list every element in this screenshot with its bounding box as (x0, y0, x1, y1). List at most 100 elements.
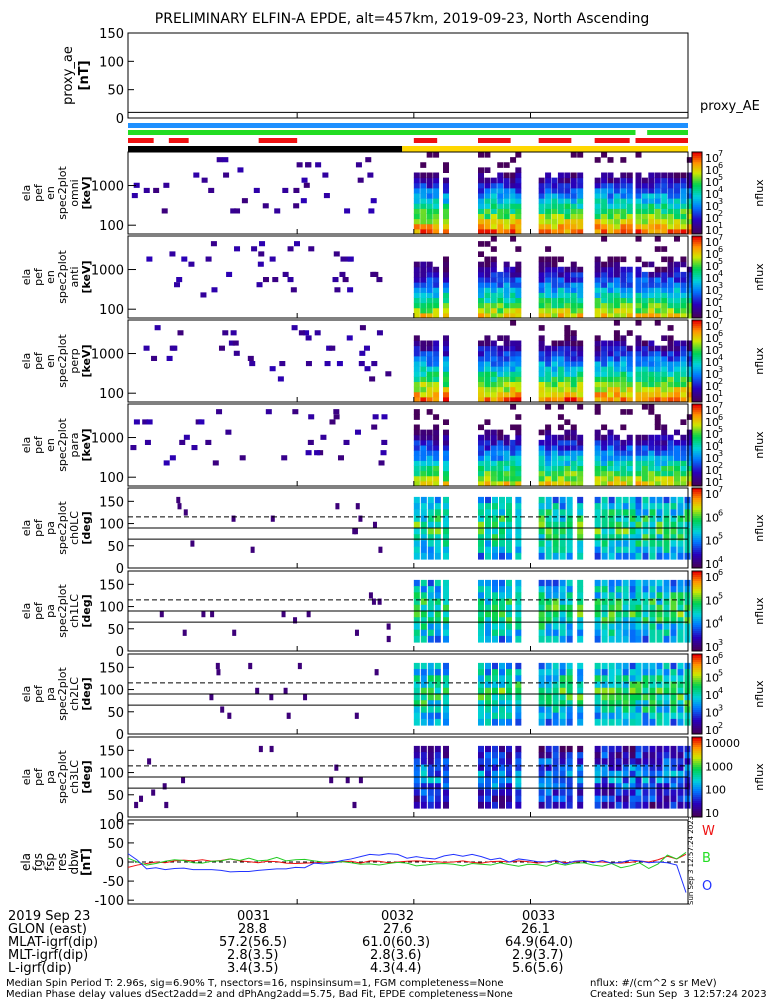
colorbar-cell (692, 455, 702, 458)
heat-cell (492, 795, 498, 803)
heat-cell (648, 213, 655, 220)
heat-cell (641, 439, 648, 446)
heat-cell (499, 752, 505, 759)
heat-cell (622, 795, 629, 803)
heat-cell (577, 223, 584, 230)
heat-cell (615, 681, 622, 689)
heat-cell (497, 465, 504, 472)
heat-cell (559, 783, 566, 790)
colorbar-cell (692, 753, 702, 756)
heat-cell (420, 681, 427, 689)
heat-cell (499, 669, 505, 676)
heat-cell (499, 546, 505, 554)
heat-cell (426, 350, 433, 357)
heat-cell (413, 208, 420, 214)
heat-cell (490, 271, 497, 278)
heat-cell (566, 604, 573, 612)
heat-cell (420, 528, 427, 535)
colorbar-cell (692, 550, 702, 553)
heat-cell (499, 604, 505, 612)
heat-cell (490, 246, 497, 252)
colorbar-cell (692, 215, 702, 219)
heat-cell (559, 598, 566, 606)
heat-cell (413, 361, 420, 367)
heat-cell (484, 256, 491, 263)
heat-cell (613, 445, 620, 451)
heat-cell (594, 465, 601, 472)
heat-cell (641, 470, 648, 477)
heat-cell (443, 552, 449, 560)
heat-cell (427, 745, 434, 753)
heat-cell (680, 312, 687, 319)
heat-cell (484, 182, 491, 189)
heat-cell (641, 450, 648, 456)
colorbar-cell (692, 801, 702, 804)
heat-cell (674, 355, 680, 362)
heat-cell (545, 604, 552, 612)
heat-cell (680, 177, 687, 184)
heat-cell (208, 187, 215, 193)
heat-cell (667, 266, 674, 273)
heat-cell (515, 515, 522, 523)
heat-cell (680, 198, 687, 204)
heat-cell (433, 470, 440, 477)
heat-cell (538, 396, 545, 403)
heat-cell (515, 439, 522, 446)
heat-cell (601, 340, 608, 347)
colorbar-tick-label: 10000 (705, 737, 740, 750)
heat-cell (363, 345, 370, 351)
heat-cell (515, 182, 522, 189)
heat-cell (538, 261, 545, 268)
heat-cell (601, 187, 608, 194)
heat-cell (570, 429, 577, 436)
heat-cell (492, 712, 498, 720)
heat-cell (497, 162, 504, 168)
heat-cell (433, 381, 440, 388)
heat-cell (607, 381, 614, 388)
heat-cell (490, 465, 497, 472)
heat-cell (613, 455, 620, 461)
heat-cell (426, 355, 433, 362)
heat-cell (443, 350, 449, 357)
heat-cell (478, 598, 484, 606)
colorbar-tick-exp: 4 (718, 353, 723, 362)
heat-cell (443, 480, 449, 487)
heat-cell (680, 302, 687, 309)
heat-cell (601, 218, 608, 225)
heat-cell (200, 292, 207, 298)
heat-cell (642, 540, 649, 548)
colorbar-cell (692, 473, 702, 477)
heat-cell (420, 579, 427, 587)
heat-cell (484, 208, 491, 214)
heat-cell (368, 592, 373, 599)
heat-cell (566, 598, 573, 606)
heat-cell (656, 795, 663, 803)
heat-cell (626, 307, 633, 314)
colorbar-cell (692, 410, 702, 413)
heat-cell (552, 758, 559, 766)
heat-cell (615, 687, 622, 695)
lines-layer (127, 111, 688, 893)
heat-cell (420, 712, 427, 720)
heat-cell (490, 345, 497, 352)
heat-cell (557, 187, 564, 194)
heat-cell (648, 460, 655, 466)
heat-cell (620, 386, 627, 393)
colorbar-cell (692, 777, 702, 780)
heat-cell (557, 465, 564, 472)
heat-cell (641, 345, 648, 352)
heat-cell (680, 391, 687, 398)
colorbar-cell (692, 279, 702, 282)
y-tick-label: 1000 (91, 180, 124, 195)
heat-cell (484, 439, 491, 446)
heat-cell (607, 297, 614, 304)
heat-cell (635, 617, 642, 624)
heat-cell (674, 361, 680, 367)
heat-cell (545, 552, 552, 560)
heat-cell (420, 662, 427, 670)
heat-cell (515, 350, 522, 357)
heat-cell (490, 261, 497, 268)
heat-cell (680, 381, 687, 388)
heat-cell (551, 177, 558, 184)
y-axis-label: pef (32, 351, 45, 370)
